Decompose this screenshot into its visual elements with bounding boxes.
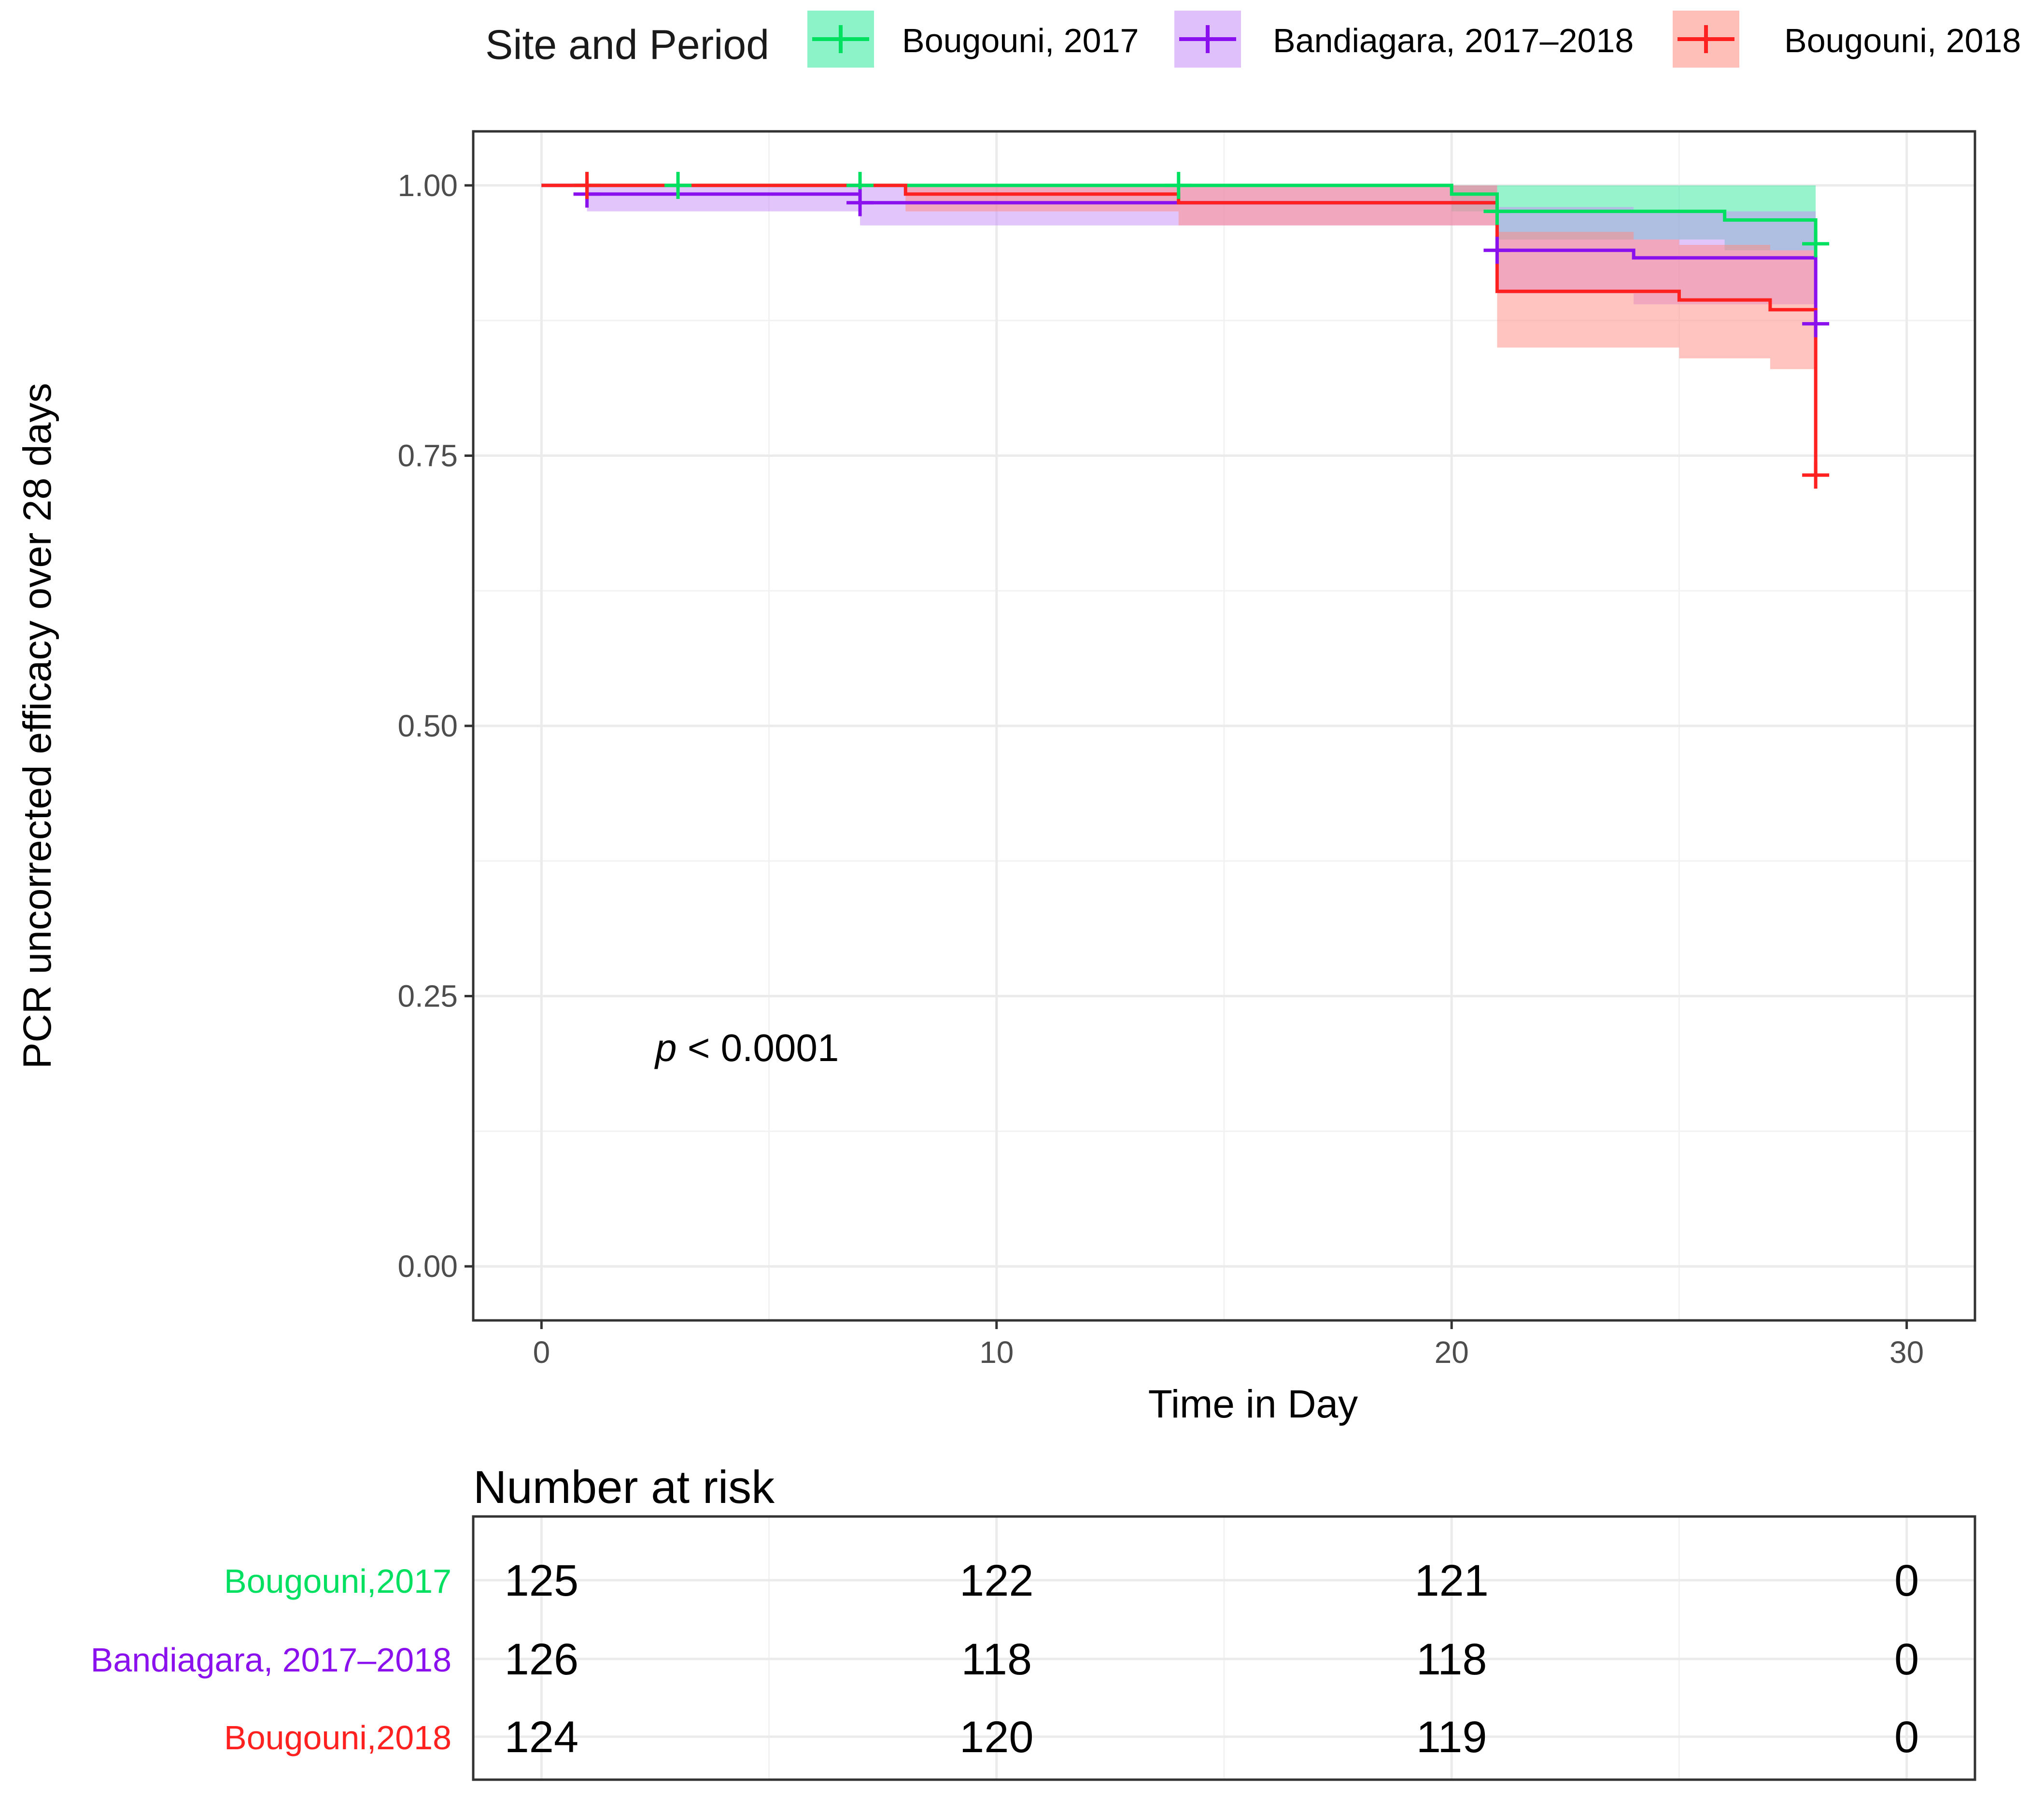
legend-item: Bougouni, 2017	[807, 11, 1139, 68]
x-tick-label: 20	[1435, 1335, 1469, 1370]
x-tick-label: 10	[979, 1335, 1014, 1370]
risk-value: 122	[959, 1556, 1034, 1605]
risk-row-label: Bougouni,2018	[224, 1719, 451, 1757]
confidence-band	[541, 185, 1816, 369]
risk-value: 126	[505, 1635, 579, 1684]
risk-value: 0	[1894, 1635, 1919, 1684]
censor-mark	[1802, 310, 1830, 338]
legend-label: Bougouni, 2017	[902, 22, 1139, 59]
risk-value: 118	[1416, 1635, 1487, 1684]
risk-row-label: Bandiagara, 2017–2018	[91, 1641, 451, 1679]
legend-title: Site and Period	[485, 22, 769, 68]
x-tick-label: 30	[1889, 1335, 1924, 1370]
legend-item: Bandiagara, 2017–2018	[1174, 11, 1634, 68]
censor-mark	[1165, 171, 1192, 199]
risk-row-label: Bougouni,2017	[224, 1562, 451, 1600]
x-tick-label: 0	[533, 1335, 550, 1370]
y-tick-label: 0.00	[397, 1249, 458, 1284]
risk-table-title: Number at risk	[473, 1461, 775, 1513]
x-axis-title: Time in Day	[1148, 1382, 1358, 1426]
risk-table-row: Bandiagara, 2017–2018 126 118 118 0	[91, 1635, 1919, 1684]
censor-mark	[664, 171, 692, 199]
y-axis-title: PCR uncorrected efficacy over 28 days	[15, 383, 59, 1069]
survival-curve	[541, 184, 1818, 475]
risk-table-grid	[473, 1516, 1975, 1780]
legend-label: Bandiagara, 2017–2018	[1273, 22, 1634, 59]
p-value-annotation: p < 0.0001	[654, 1026, 839, 1069]
y-tick-label: 0.50	[397, 708, 458, 743]
censor-mark	[1483, 198, 1511, 225]
censor-mark	[1802, 461, 1830, 489]
risk-table: Number at risk Bougouni,2017 125 122 121 0Ba…	[91, 1461, 1976, 1781]
plot-area: 0 10 20 30 0.00 0.25 0.50 0.75 1.00 p < 0.0001	[397, 130, 1976, 1370]
risk-value: 0	[1894, 1556, 1919, 1605]
risk-value: 119	[1416, 1713, 1487, 1762]
censor-marks	[573, 171, 1830, 489]
legend-label: Bougouni, 2018	[1784, 22, 2021, 59]
y-tick-label: 0.25	[397, 979, 458, 1014]
risk-table-row: Bougouni,2018 124 120 119 0	[224, 1713, 1919, 1762]
censor-mark	[846, 189, 874, 216]
risk-value: 120	[959, 1713, 1034, 1762]
p-value-symbol: p	[654, 1026, 677, 1069]
legend: Site and Period Bougouni, 2017 Bandiagara…	[485, 11, 2021, 68]
risk-value: 125	[505, 1556, 579, 1605]
risk-table-border	[472, 1515, 1976, 1781]
y-tick-label: 1.00	[397, 168, 458, 203]
risk-table-row: Bougouni,2017 125 122 121 0	[224, 1556, 1919, 1605]
legend-items: Bougouni, 2017 Bandiagara, 2017–2018 Bougo…	[807, 11, 2021, 68]
risk-value: 121	[1414, 1556, 1489, 1605]
censor-mark	[1483, 237, 1511, 264]
risk-value: 124	[505, 1713, 579, 1762]
legend-item: Bougouni, 2018	[1673, 11, 2021, 68]
risk-value: 0	[1894, 1713, 1919, 1762]
p-value-rest: < 0.0001	[677, 1026, 839, 1069]
censor-mark	[573, 171, 601, 199]
y-tick-label: 0.75	[397, 438, 458, 473]
censor-mark	[1802, 230, 1830, 257]
risk-value: 118	[961, 1635, 1032, 1684]
axis-ticks: 0 10 20 30 0.00 0.25 0.50 0.75 1.00	[397, 168, 1924, 1370]
